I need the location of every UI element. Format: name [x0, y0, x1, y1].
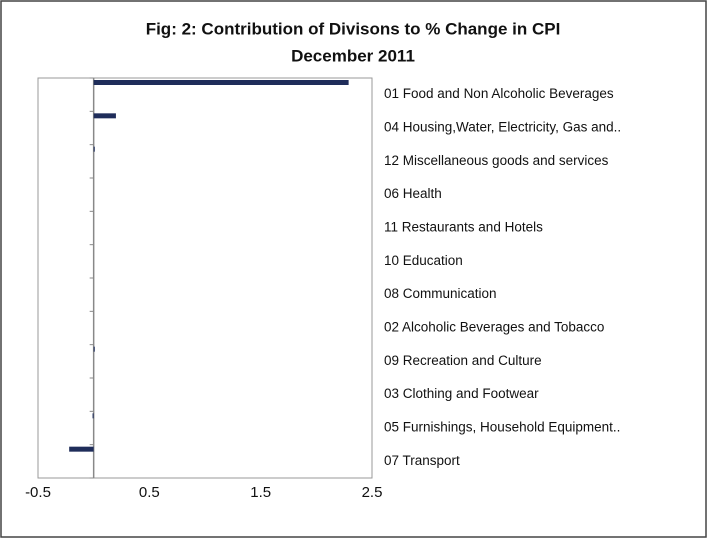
chart-title: Fig: 2: Contribution of Divisons to % Ch… [146, 19, 561, 38]
category-label: 12 Miscellaneous goods and services [384, 153, 609, 168]
x-tick-label: 2.5 [362, 484, 383, 501]
category-label: 03 Clothing and Footwear [384, 386, 539, 401]
chart-title: December 2011 [291, 46, 415, 65]
category-label: 02 Alcoholic Beverages and Tobacco [384, 320, 604, 335]
category-label: 09 Recreation and Culture [384, 353, 542, 368]
category-label: 07 Transport [384, 453, 460, 468]
bar [93, 146, 95, 152]
category-label: 10 Education [384, 253, 463, 268]
bar [93, 346, 95, 352]
bar [93, 80, 349, 85]
category-label: 11 Restaurants and Hotels [384, 220, 543, 235]
category-label: 06 Health [384, 186, 442, 201]
bar [93, 113, 116, 119]
plot-area [37, 77, 373, 479]
category-label: 08 Communication [384, 286, 497, 301]
category-label: 01 Food and Non Alcoholic Beverages [384, 86, 614, 101]
category-label: 05 Furnishings, Household Equipment.. [384, 420, 620, 435]
x-tick-label: 0.5 [139, 484, 160, 501]
x-tick-label: -0.5 [25, 484, 51, 501]
bar [69, 446, 94, 452]
bar [92, 413, 94, 419]
category-label: 04 Housing,Water, Electricity, Gas and.. [384, 120, 621, 135]
x-tick-label: 1.5 [250, 484, 271, 501]
